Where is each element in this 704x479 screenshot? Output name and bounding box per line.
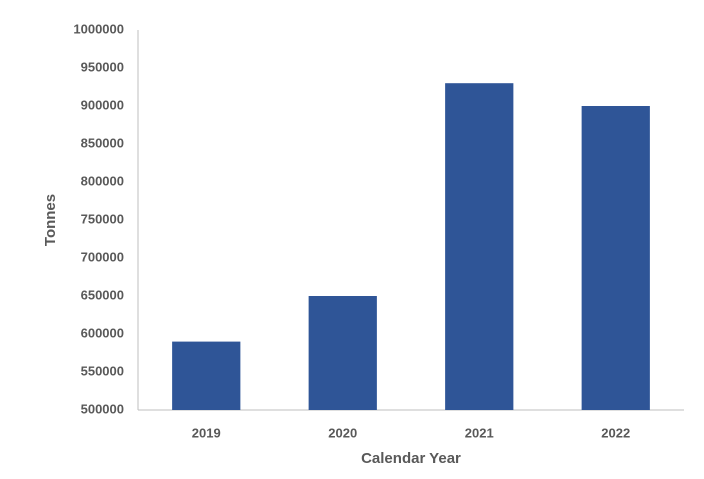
y-axis-title: Tonnes (42, 194, 59, 246)
bar (445, 83, 514, 410)
x-tick-label: 2019 (192, 425, 221, 440)
x-axis-title: Calendar Year (361, 450, 461, 467)
y-tick-label: 800000 (81, 173, 124, 188)
x-tick-label: 2020 (328, 425, 357, 440)
bar (581, 106, 650, 410)
y-tick-label: 750000 (81, 211, 124, 226)
y-tick-label: 500000 (81, 401, 124, 416)
y-tick-label: 650000 (81, 287, 124, 302)
y-tick-label: 600000 (81, 325, 124, 340)
y-tick-label: 700000 (81, 249, 124, 264)
x-tick-label: 2022 (601, 425, 630, 440)
y-tick-label: 1000000 (73, 21, 124, 36)
y-tick-label: 950000 (81, 59, 124, 74)
y-tick-label: 550000 (81, 363, 124, 378)
bar (172, 341, 241, 410)
y-tick-label: 850000 (81, 135, 124, 150)
bar (308, 296, 377, 410)
x-tick-label: 2021 (465, 425, 494, 440)
y-tick-label: 900000 (81, 97, 124, 112)
